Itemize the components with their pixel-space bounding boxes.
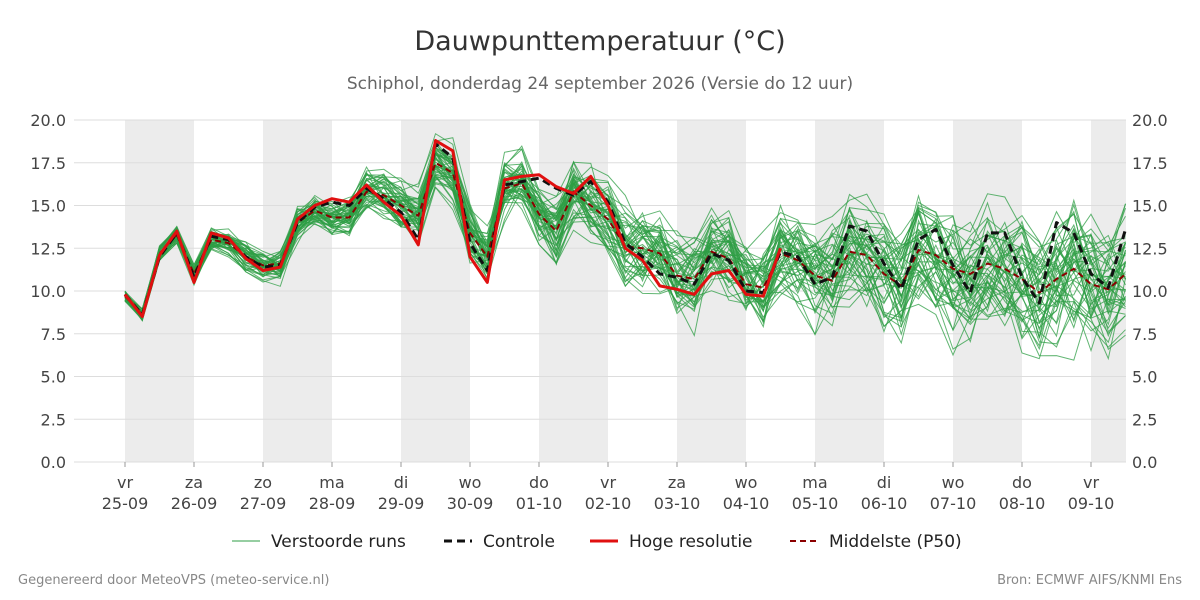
x-tick-day: za [668, 473, 686, 492]
x-tick-day: ma [319, 473, 344, 492]
y-tick-label: 12.5 [1132, 239, 1168, 258]
x-tick-date: 25-09 [102, 494, 149, 513]
x-tick-day: do [1012, 473, 1032, 492]
ensemble-run-line [124, 178, 1126, 330]
x-tick-day: wo [942, 473, 965, 492]
footer-source: Bron: ECMWF AIFS/KNMI Ens [997, 573, 1182, 588]
x-tick-date: 30-09 [447, 494, 494, 513]
y-tick-label: 12.5 [30, 239, 66, 258]
y-tick-label: 17.5 [1132, 154, 1168, 173]
x-tick-date: 27-09 [240, 494, 287, 513]
x-tick-day: di [394, 473, 409, 492]
ensemble-run-line [124, 164, 1126, 350]
x-tick-day: di [877, 473, 892, 492]
y-tick-label: 7.5 [41, 325, 66, 344]
x-tick-date: 03-10 [654, 494, 701, 513]
x-tick-day: wo [735, 473, 758, 492]
chart-subtitle: Schiphol, donderdag 24 september 2026 (V… [347, 74, 853, 94]
y-tick-label: 5.0 [1132, 368, 1157, 387]
x-tick-date: 28-09 [309, 494, 356, 513]
x-tick-date: 07-10 [930, 494, 977, 513]
x-tick-day: ma [802, 473, 827, 492]
ensemble-run-line [124, 142, 1126, 347]
y-tick-label: 2.5 [1132, 410, 1157, 429]
x-tick-date: 04-10 [723, 494, 770, 513]
y-tick-label: 10.0 [30, 282, 66, 301]
x-tick-date: 29-09 [378, 494, 425, 513]
ensemble-runs [124, 132, 1126, 361]
x-tick-date: 08-10 [999, 494, 1046, 513]
main-series [123, 139, 1127, 319]
legend-label-control: Controle [483, 532, 555, 552]
y-axis-right: 0.0 2.5 5.0 7.5 10.0 12.5 15.0 17.5 20.0 [1132, 111, 1168, 472]
y-tick-label: 15.0 [30, 197, 66, 216]
x-tick-date: 26-09 [171, 494, 218, 513]
y-tick-label: 20.0 [30, 111, 66, 130]
x-tick-day: vr [1083, 473, 1099, 492]
x-tick-date: 01-10 [516, 494, 563, 513]
y-tick-label: 17.5 [30, 154, 66, 173]
x-tick-date: 09-10 [1068, 494, 1115, 513]
y-tick-label: 15.0 [1132, 197, 1168, 216]
x-axis: vr 25-09 za 26-09 zo 27-09 ma 28-09 di 29-09 wo 30-… [102, 462, 1115, 513]
footer-generated-by: Gegenereerd door MeteoVPS (meteo-service… [18, 573, 329, 588]
y-axis-left: 0.0 2.5 5.0 7.5 10.0 12.5 15.0 17.5 20.0 [30, 111, 66, 472]
x-tick-day: zo [254, 473, 272, 492]
x-tick-day: za [185, 473, 203, 492]
legend-label-hires: Hoge resolutie [629, 532, 753, 552]
x-tick-date: 05-10 [792, 494, 839, 513]
x-tick-day: do [529, 473, 549, 492]
x-tick-date: 02-10 [585, 494, 632, 513]
y-tick-label: 10.0 [1132, 282, 1168, 301]
x-tick-day: vr [117, 473, 133, 492]
legend-label-median: Middelste (P50) [829, 532, 962, 552]
y-tick-label: 7.5 [1132, 325, 1157, 344]
legend-label-ensemble: Verstoorde runs [271, 532, 406, 552]
y-tick-label: 2.5 [41, 410, 66, 429]
y-tick-label: 0.0 [41, 453, 66, 472]
y-tick-label: 5.0 [41, 368, 66, 387]
y-tick-label: 20.0 [1132, 111, 1168, 130]
x-tick-date: 06-10 [861, 494, 908, 513]
legend: Verstoorde runs Controle Hoge resolutie … [232, 532, 962, 552]
x-tick-day: vr [600, 473, 616, 492]
x-tick-day: wo [459, 473, 482, 492]
hires-line [123, 139, 782, 319]
chart-title: Dauwpunttemperatuur (°C) [414, 26, 785, 57]
y-tick-label: 0.0 [1132, 453, 1157, 472]
